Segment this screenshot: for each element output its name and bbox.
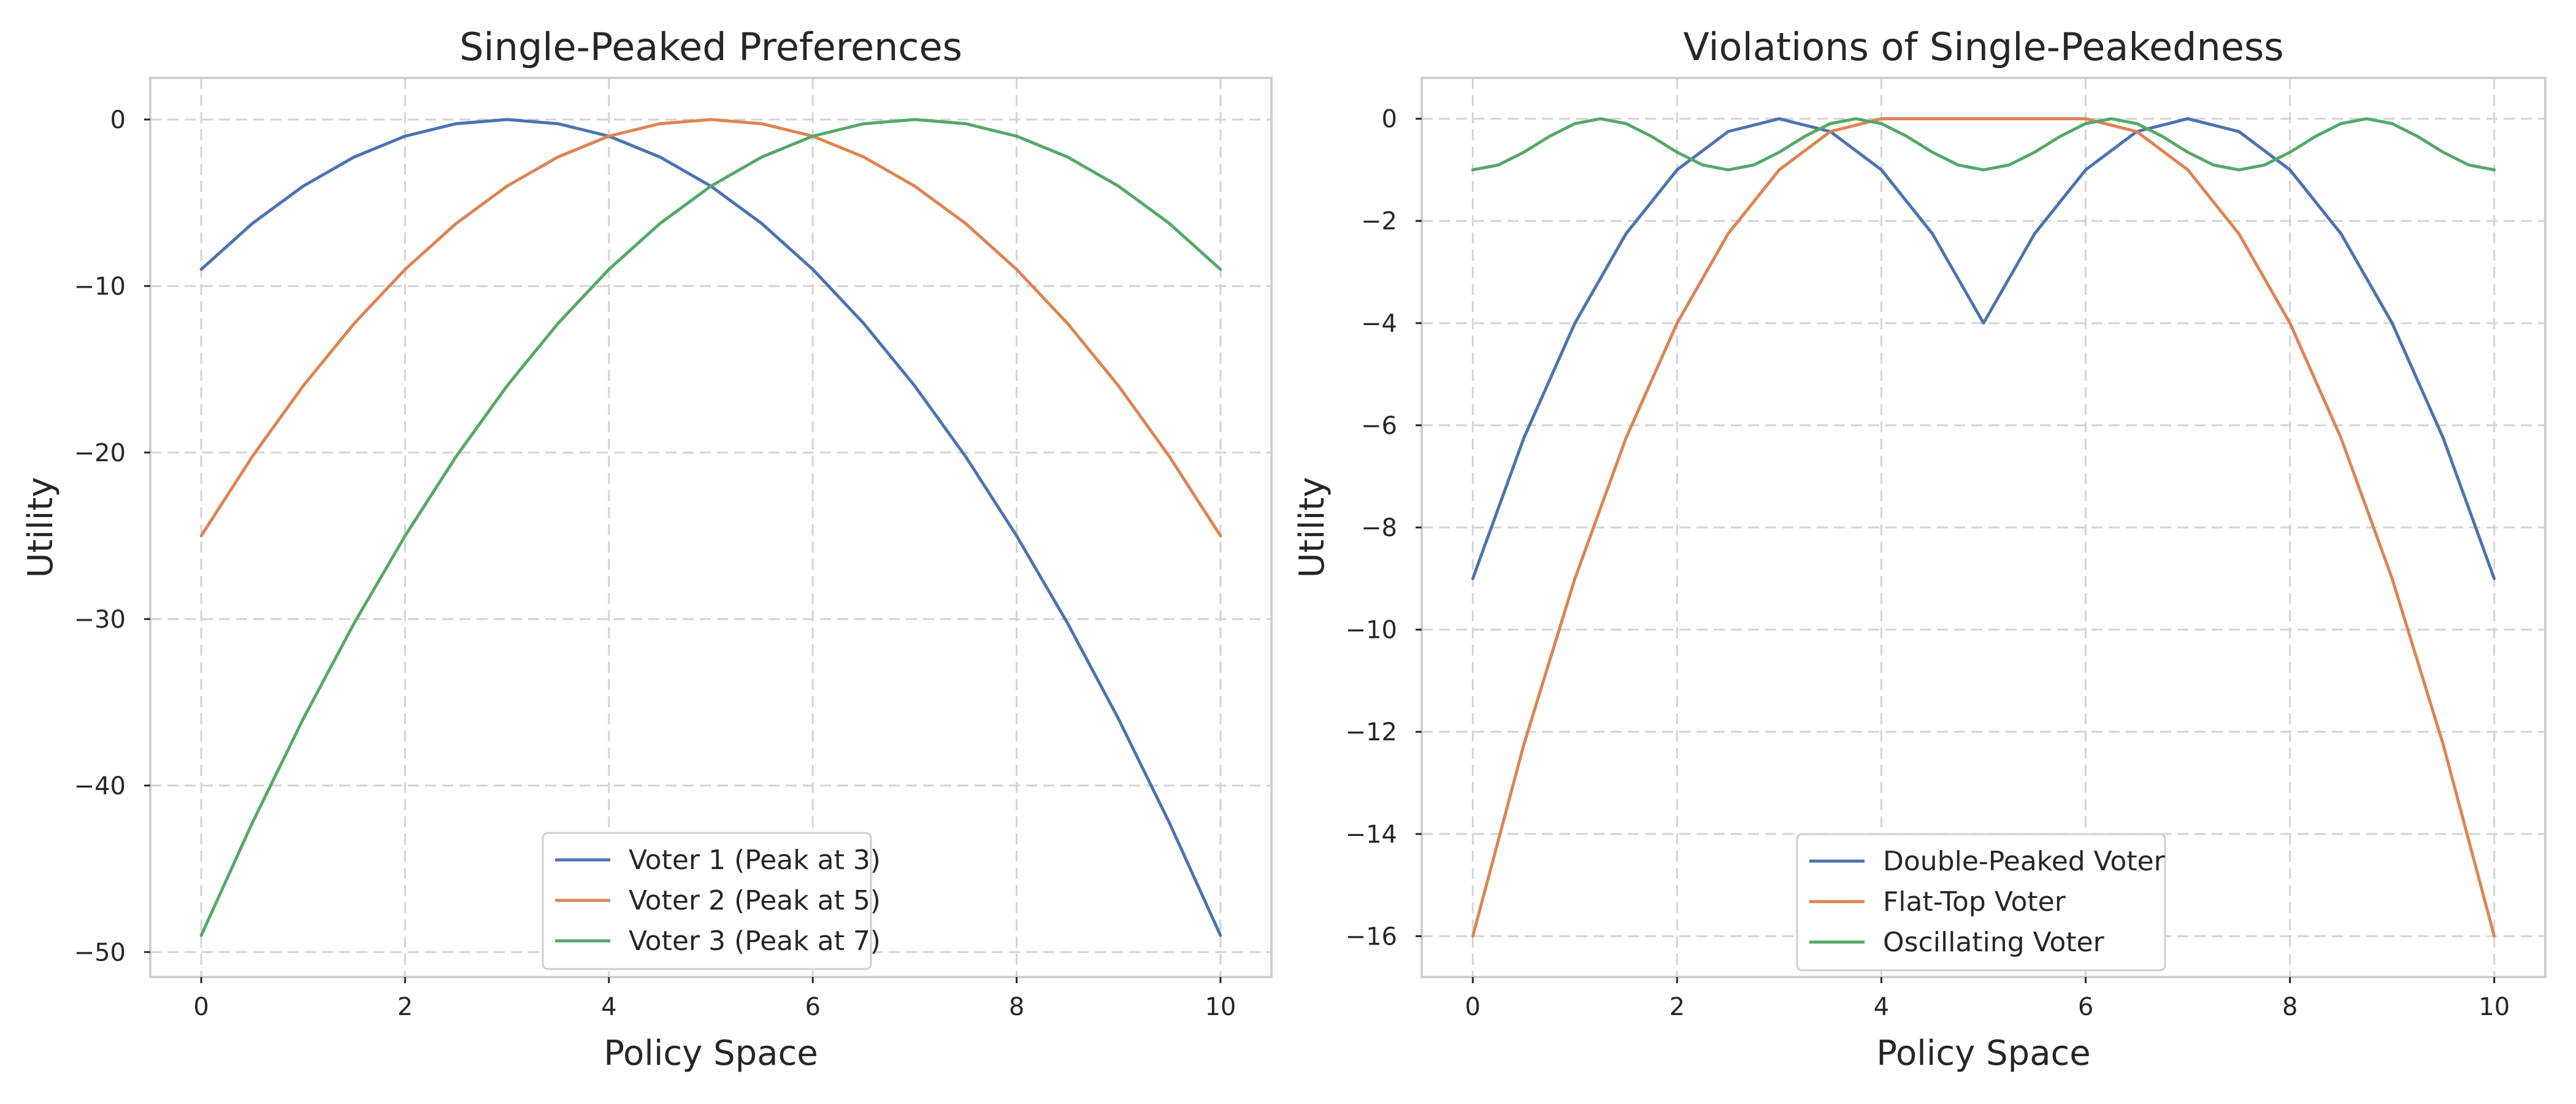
chart-title: Violations of Single-Peakedness xyxy=(1683,25,2283,69)
x-tick-label: 0 xyxy=(193,993,209,1021)
x-tick-label: 0 xyxy=(1465,993,1481,1021)
series-line-3 xyxy=(1471,117,2496,172)
y-tick-label: 0 xyxy=(1382,105,1397,134)
x-tick-label: 6 xyxy=(2078,993,2093,1021)
y-tick-label: −6 xyxy=(1361,412,1397,440)
legend-box xyxy=(1796,833,2166,972)
legend-label: Oscillating Voter xyxy=(1883,927,2105,958)
series-line-2 xyxy=(1471,117,2496,938)
x-tick-label: 8 xyxy=(2282,993,2298,1021)
y-axis-label: Utility xyxy=(21,477,61,578)
x-axis-label: Policy Space xyxy=(1876,1033,2091,1073)
plot-frame xyxy=(149,77,1273,978)
series-line-2 xyxy=(199,118,1222,538)
x-tick-label: 4 xyxy=(601,993,616,1021)
series-line-1 xyxy=(1471,117,2496,580)
legend-label: Voter 2 (Peak at 5) xyxy=(629,885,881,916)
x-tick-label: 6 xyxy=(805,993,820,1021)
y-tick-label: −8 xyxy=(1361,514,1397,542)
y-tick-label: 0 xyxy=(110,106,126,134)
x-tick-label: 2 xyxy=(1669,993,1685,1021)
y-tick-label: −2 xyxy=(1361,207,1397,236)
x-tick-label: 8 xyxy=(1009,993,1024,1021)
legend-label: Flat-Top Voter xyxy=(1883,886,2066,918)
series-line-3 xyxy=(199,118,1222,937)
legend: Double-Peaked Voter Flat-Top Voter Oscilla… xyxy=(1796,833,2166,972)
chart-panel-1: 0 2 4 6 8 10 0 −10 −20 −30 −40 −50 Single-Peaked Pre… xyxy=(21,25,1273,1073)
y-tick-label: −40 xyxy=(74,772,126,800)
y-tick-label: −12 xyxy=(1346,718,1397,746)
y-axis-label: Utility xyxy=(1292,477,1332,578)
y-tick-label: −50 xyxy=(74,938,126,967)
y-tick-label: −14 xyxy=(1346,821,1397,849)
legend-label: Voter 1 (Peak at 3) xyxy=(629,845,881,876)
x-axis-label: Policy Space xyxy=(604,1033,818,1073)
chart-title: Single-Peaked Preferences xyxy=(459,25,962,69)
legend-box xyxy=(542,832,872,970)
y-tick-label: −10 xyxy=(1346,616,1397,645)
y-tick-label: −16 xyxy=(1346,922,1397,951)
legend-label: Double-Peaked Voter xyxy=(1883,846,2166,877)
y-tick-label: −30 xyxy=(74,605,126,634)
x-tick-label: 2 xyxy=(397,993,413,1021)
legend-label: Voter 3 (Peak at 7) xyxy=(629,926,881,957)
y-tick-label: −4 xyxy=(1361,310,1397,338)
chart-panel-2: 0 2 4 6 8 10 0 −2 −4 −6 −8 −10 −12 −14 −16 Violations o… xyxy=(1292,25,2547,1073)
legend: Voter 1 (Peak at 3) Voter 2 (Peak at 5) Vo… xyxy=(542,832,881,970)
x-tick-label: 4 xyxy=(1874,993,1889,1021)
y-tick-label: −20 xyxy=(74,439,126,467)
x-tick-label: 10 xyxy=(1205,993,1236,1021)
y-tick-label: −10 xyxy=(74,272,126,301)
x-tick-label: 10 xyxy=(2478,993,2510,1021)
